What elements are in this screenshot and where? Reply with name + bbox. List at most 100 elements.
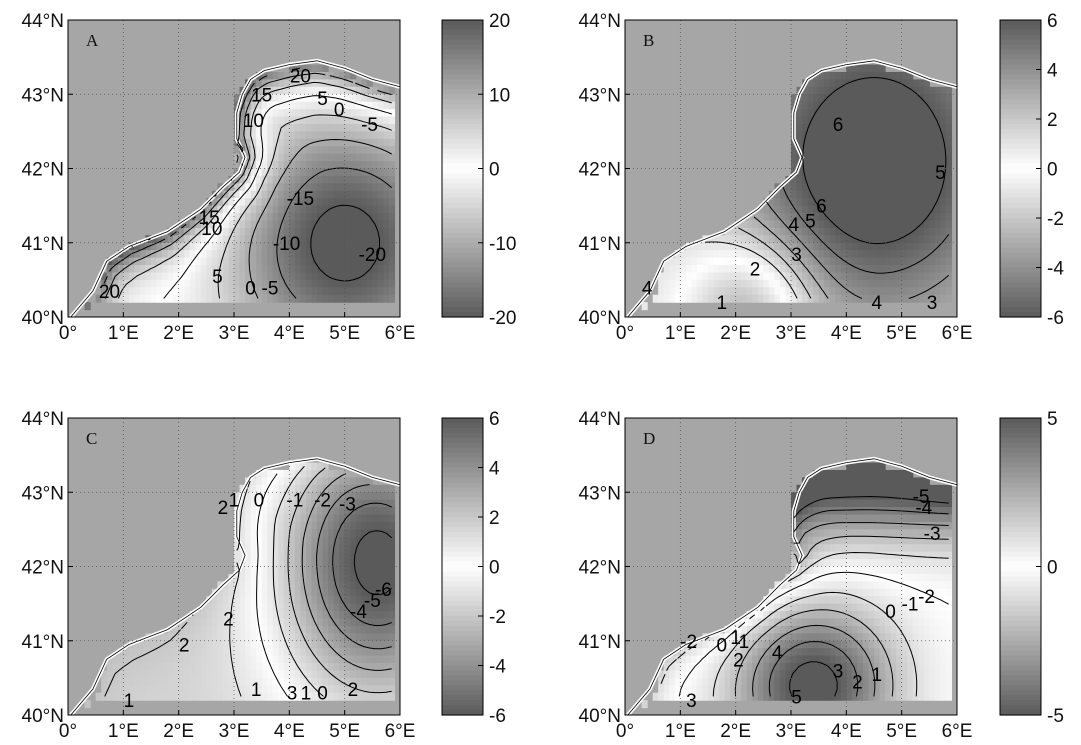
heatmap-cell xyxy=(868,79,875,88)
heatmap-cell xyxy=(824,536,831,545)
heatmap-cell xyxy=(818,153,825,162)
heatmap-cell xyxy=(372,566,379,575)
heatmap-cell xyxy=(322,205,329,214)
heatmap-cell xyxy=(350,220,357,229)
heatmap-cell xyxy=(377,677,384,686)
heatmap-cell xyxy=(857,183,864,192)
heatmap-cell xyxy=(940,123,947,132)
heatmap-cell xyxy=(862,581,870,590)
heatmap-cell xyxy=(372,588,379,597)
heatmap-cell xyxy=(234,588,241,597)
heatmap-cell xyxy=(167,265,174,274)
heatmap-cell xyxy=(228,618,235,627)
heatmap-cell xyxy=(388,94,396,103)
heatmap-cell xyxy=(300,287,307,296)
heatmap-cell xyxy=(730,279,737,288)
heatmap-cell xyxy=(272,153,279,162)
heatmap-cell xyxy=(283,559,290,568)
heatmap-cell xyxy=(350,551,357,560)
heatmap-cell xyxy=(261,109,268,118)
heatmap-cell xyxy=(200,603,207,612)
heatmap-cell xyxy=(785,183,792,192)
heatmap-cell xyxy=(184,640,191,649)
heatmap-cell xyxy=(333,153,340,162)
heatmap-cell xyxy=(851,183,858,192)
heatmap-cell xyxy=(339,499,346,508)
heatmap-cell xyxy=(802,492,809,501)
heatmap-cell xyxy=(752,692,759,701)
heatmap-cell xyxy=(862,168,870,177)
heatmap-cell xyxy=(818,123,825,132)
heatmap-cell xyxy=(300,663,307,672)
heatmap-cell xyxy=(879,477,886,486)
heatmap-cell xyxy=(361,250,368,259)
heatmap-cell xyxy=(195,279,202,288)
heatmap-cell xyxy=(361,94,368,103)
heatmap-cell xyxy=(802,205,809,214)
heatmap-cell xyxy=(851,161,858,170)
heatmap-cell xyxy=(239,287,246,296)
heatmap-cell xyxy=(322,220,329,229)
heatmap-cell xyxy=(377,544,384,553)
heatmap-cell xyxy=(339,175,346,184)
heatmap-cell xyxy=(796,611,803,620)
heatmap-cell xyxy=(388,183,396,192)
heatmap-cell xyxy=(890,257,897,266)
heatmap-cell xyxy=(912,86,919,95)
heatmap-cell xyxy=(746,294,753,303)
heatmap-cell xyxy=(339,279,346,288)
heatmap-cell xyxy=(377,573,384,582)
heatmap-cell xyxy=(813,603,820,612)
heatmap-cell xyxy=(383,287,390,296)
heatmap-cell xyxy=(796,603,803,612)
heatmap-cell xyxy=(344,477,351,486)
heatmap-cell xyxy=(840,131,847,140)
heatmap-cell xyxy=(868,559,875,568)
heatmap-cell xyxy=(339,213,346,222)
heatmap-cell xyxy=(278,536,285,545)
heatmap-cell xyxy=(929,596,936,605)
heatmap-cell xyxy=(383,685,390,694)
heatmap-cell xyxy=(239,596,246,605)
heatmap-cell xyxy=(862,484,870,493)
heatmap-cell xyxy=(802,257,809,266)
heatmap-cell xyxy=(813,514,820,523)
heatmap-cell xyxy=(217,279,224,288)
heatmap-cell xyxy=(178,250,185,259)
heatmap-cell xyxy=(724,279,731,288)
heatmap-cell xyxy=(339,101,346,110)
heatmap-cell xyxy=(835,138,842,147)
heatmap-cell xyxy=(256,79,263,88)
heatmap-cell xyxy=(746,257,753,266)
heatmap-cell xyxy=(702,655,709,664)
heatmap-cell xyxy=(366,648,373,657)
heatmap-cell xyxy=(818,272,825,281)
heatmap-cell xyxy=(355,625,362,634)
heatmap-cell xyxy=(267,514,274,523)
heatmap-cell xyxy=(868,257,875,266)
heatmap-cell xyxy=(333,279,340,288)
heatmap-cell xyxy=(195,648,202,657)
heatmap-cell xyxy=(929,227,936,236)
heatmap-cell xyxy=(868,279,875,288)
heatmap-cell xyxy=(813,123,820,132)
heatmap-cell xyxy=(178,692,185,701)
heatmap-cell xyxy=(173,272,180,281)
heatmap-cell xyxy=(350,573,357,582)
heatmap-cell xyxy=(923,287,930,296)
heatmap-cell xyxy=(300,544,307,553)
heatmap-cell xyxy=(283,573,290,582)
heatmap-cell xyxy=(234,492,241,501)
heatmap-cell xyxy=(923,116,930,125)
heatmap-cell xyxy=(361,670,368,679)
colorbar-band xyxy=(442,302,483,308)
heatmap-cell xyxy=(708,250,715,259)
heatmap-cell xyxy=(862,198,870,207)
heatmap-cell xyxy=(361,544,368,553)
heatmap-cell xyxy=(818,138,825,147)
heatmap-cell xyxy=(802,101,809,110)
heatmap-cell xyxy=(862,603,870,612)
heatmap-cell xyxy=(746,685,753,694)
heatmap-cell xyxy=(868,101,875,110)
heatmap-cell xyxy=(818,294,825,303)
